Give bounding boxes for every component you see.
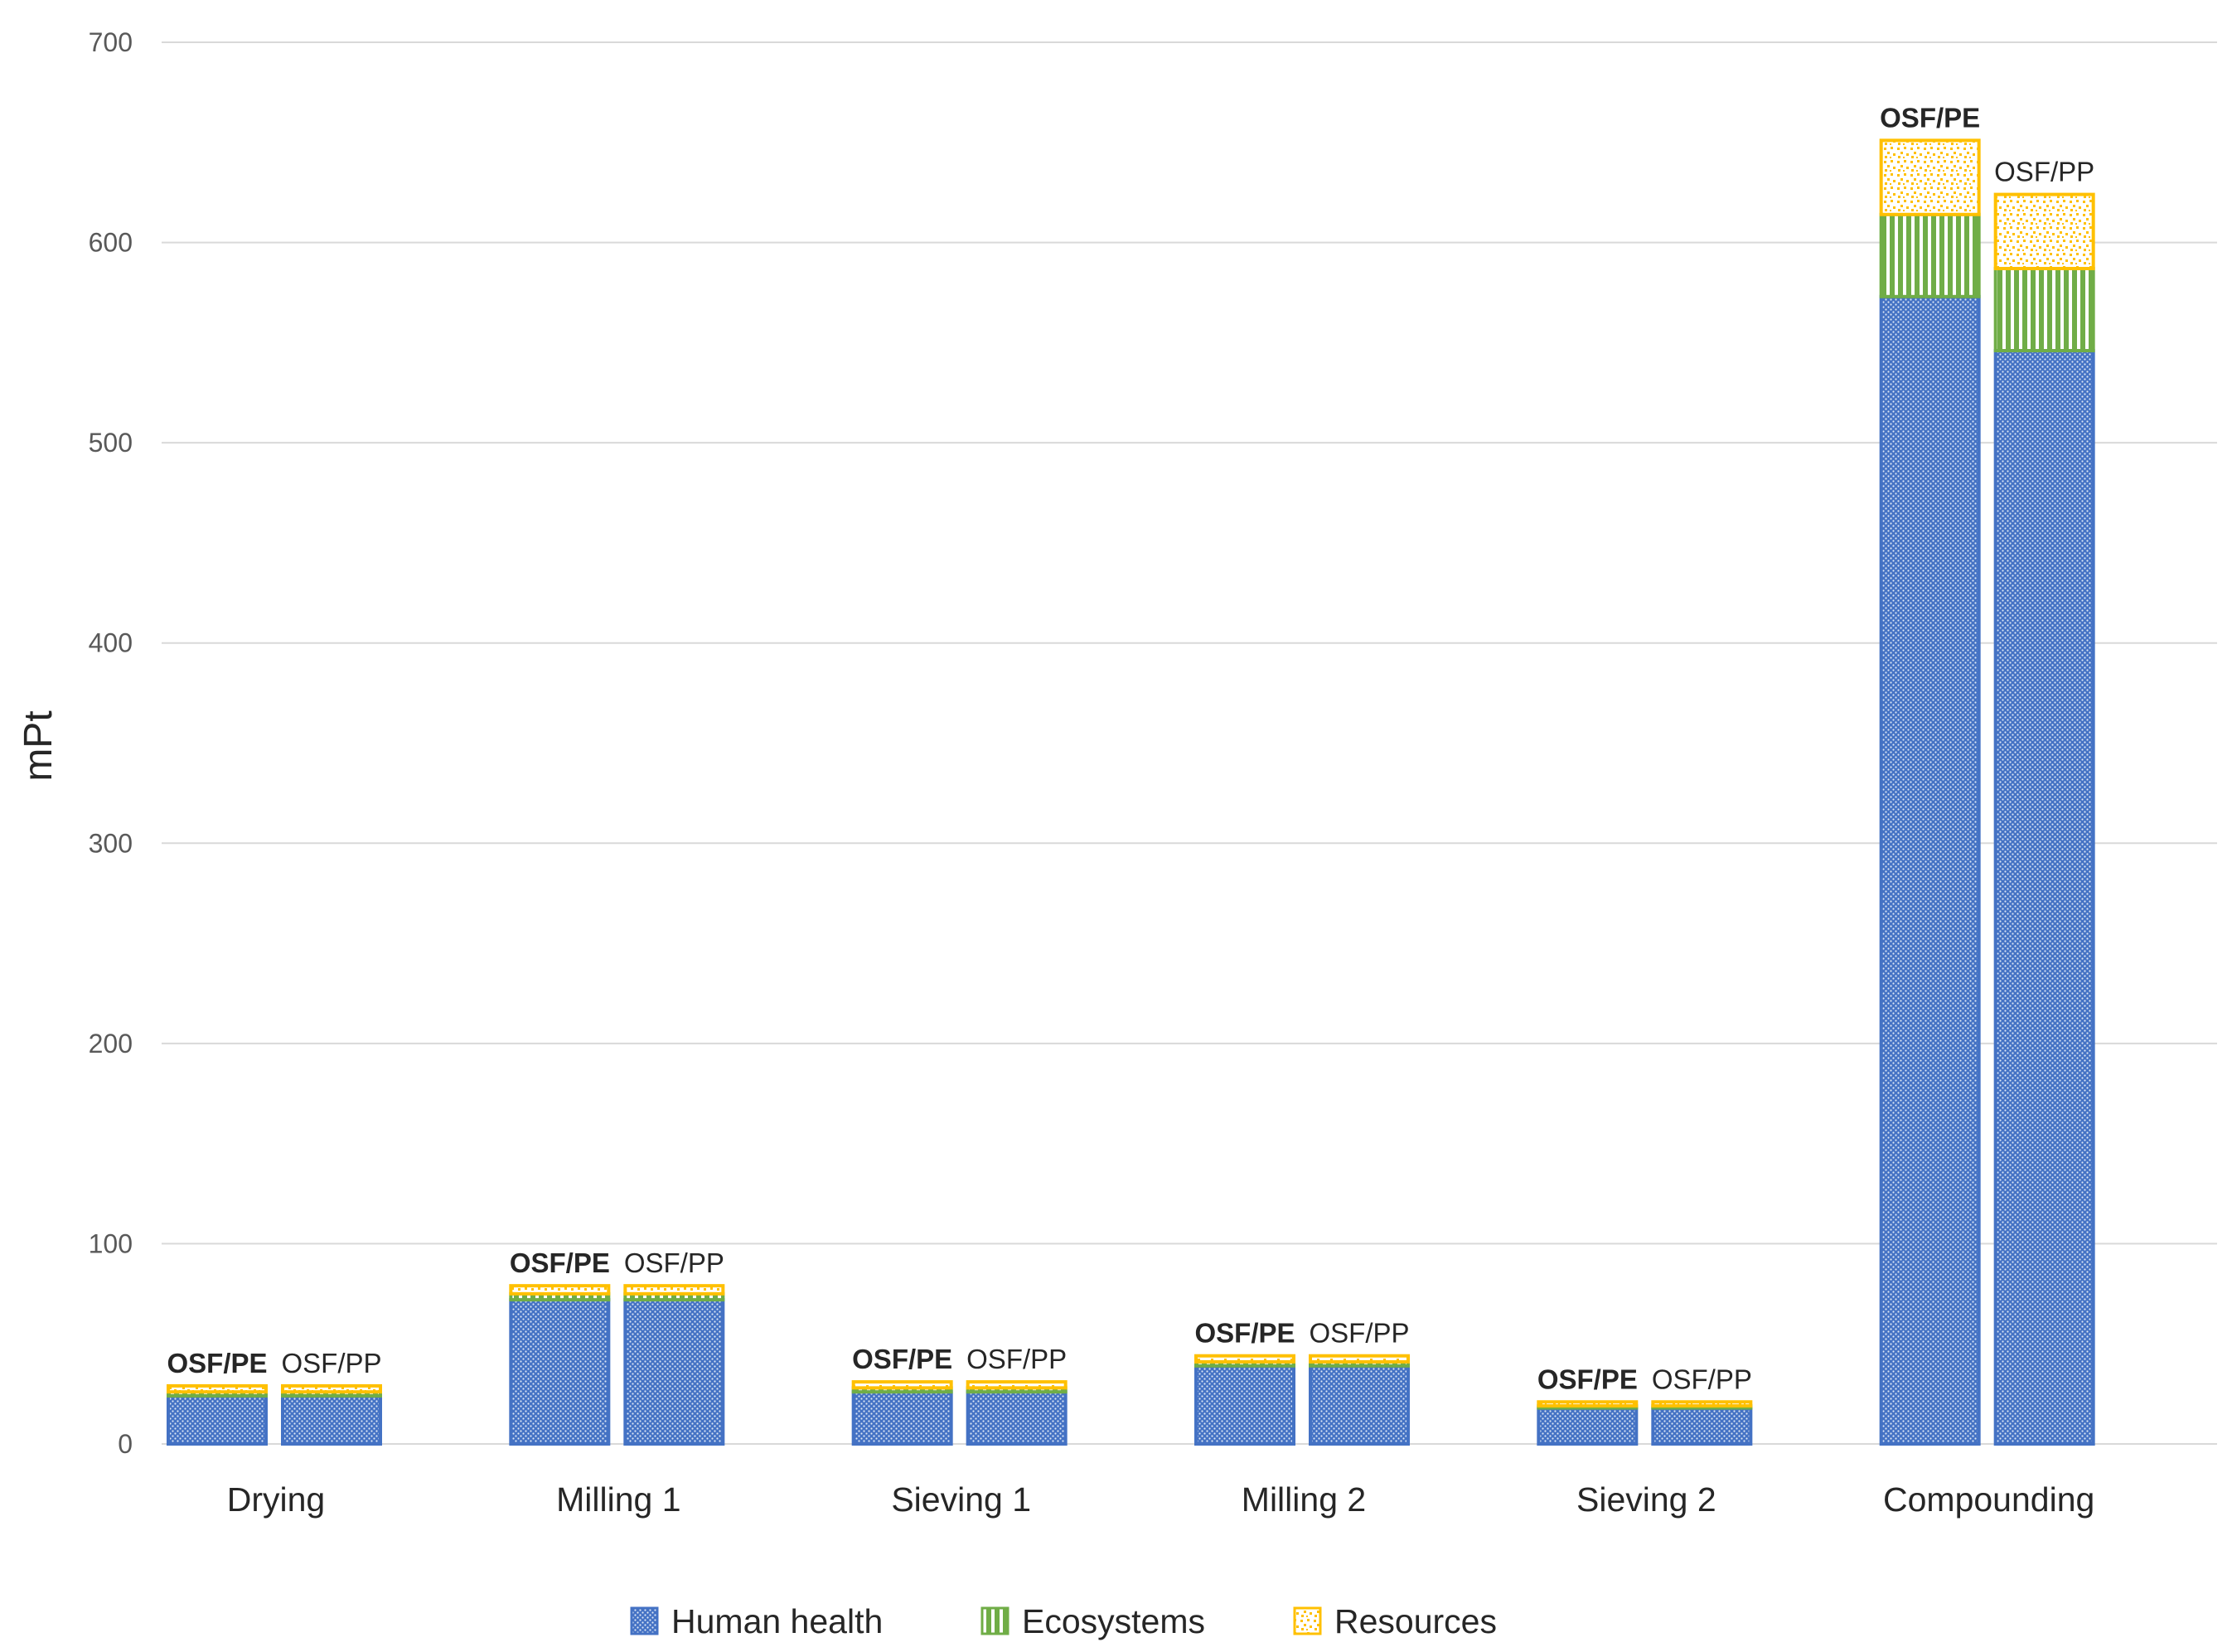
x-category-label: Sieving 1 (891, 1480, 1031, 1519)
bar-label: OSF/PE (1880, 102, 1980, 133)
bar-segment-resources (851, 1380, 953, 1390)
bar-segment-resources (509, 1284, 611, 1296)
bar-label: OSF/PP (281, 1348, 381, 1378)
bar-segment-resources (1879, 138, 1981, 216)
bar-segment-ecosystems (1993, 266, 2095, 353)
bar-segment-human-health (966, 1390, 1068, 1446)
x-category-label: Milling 2 (1242, 1480, 1366, 1519)
bars (167, 138, 2095, 1446)
bar-segment-human-health (1993, 349, 2095, 1446)
bar-label: OSF/PP (1309, 1318, 1409, 1349)
bar-segment-resources (1651, 1400, 1753, 1408)
bar-segment-resources (1194, 1354, 1295, 1364)
bar-segment-human-health (623, 1298, 725, 1446)
bar-segment-resources (1537, 1400, 1639, 1408)
bar-segment-human-health (1194, 1364, 1295, 1446)
y-tick-label: 600 (89, 228, 133, 258)
x-category-label: Drying (227, 1480, 325, 1519)
legend: Human health Ecosystems Resources (630, 1602, 1497, 1640)
x-category-label: Milling 1 (556, 1480, 680, 1519)
bar-segment-human-health (281, 1394, 382, 1446)
bar-label: OSF/PP (1994, 157, 2094, 187)
y-tick-label: 400 (89, 628, 133, 658)
y-tick-label: 700 (89, 27, 133, 57)
bar-segment-human-health (851, 1390, 953, 1446)
bar-label: OSF/PE (1537, 1364, 1638, 1394)
legend-swatch (630, 1606, 659, 1635)
bar-label: OSF/PP (966, 1344, 1067, 1374)
bar-label: OSF/PP (624, 1247, 724, 1278)
y-axis-ticks: 0 100 200 300 400 500 600 700 (89, 27, 133, 1459)
bar-segment-resources (623, 1284, 725, 1296)
bar-segment-resources (167, 1383, 268, 1394)
legend-swatch (1293, 1606, 1322, 1635)
bar-segment-human-health (1309, 1364, 1410, 1446)
bar-label: OSF/PE (510, 1247, 610, 1278)
x-axis-categories: Drying Milling 1 Sieving 1 Milling 2 Sieving… (227, 1480, 2095, 1519)
bar-segment-human-health (1651, 1406, 1753, 1446)
bar-label: OSF/PE (1194, 1318, 1295, 1349)
bar-segment-human-health (1879, 294, 1981, 1446)
y-axis-label: mPt (17, 710, 61, 781)
bar-label: OSF/PE (167, 1348, 267, 1378)
legend-label: Resources (1334, 1602, 1497, 1640)
bar-segment-human-health (509, 1298, 611, 1446)
bar-segment-ecosystems (1879, 212, 1981, 298)
bar-segment-human-health (1537, 1406, 1639, 1446)
bar-segment-resources (966, 1380, 1068, 1390)
bar-segment-resources (1309, 1354, 1410, 1364)
bar-segment-human-health (167, 1394, 268, 1446)
bar-label: OSF/PP (1652, 1364, 1752, 1394)
bar-label: OSF/PE (852, 1344, 952, 1374)
grid-lines (162, 41, 2217, 1445)
legend-label: Human health (671, 1602, 883, 1640)
y-tick-label: 300 (89, 828, 133, 858)
bar-segment-resources (1993, 192, 2095, 270)
x-category-label: Sieving 2 (1576, 1480, 1716, 1519)
bar-labels: OSF/PE OSF/PP OSF/PE OSF/PP OSF/PE OSF/PP OSF/… (167, 102, 2094, 1394)
legend-label: Ecosystems (1022, 1602, 1205, 1640)
bar-segment-resources (281, 1383, 382, 1394)
x-category-label: Compounding (1883, 1480, 2094, 1519)
y-tick-label: 0 (118, 1429, 133, 1459)
legend-swatch (980, 1606, 1009, 1635)
y-tick-label: 200 (89, 1029, 133, 1059)
y-tick-label: 100 (89, 1228, 133, 1258)
y-tick-label: 500 (89, 428, 133, 458)
